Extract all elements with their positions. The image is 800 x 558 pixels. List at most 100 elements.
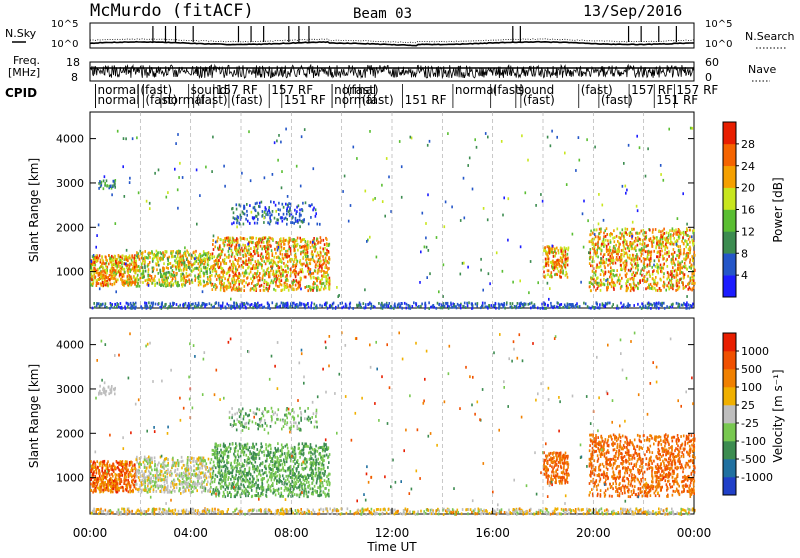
range-cell bbox=[275, 289, 277, 292]
range-cell bbox=[301, 220, 303, 223]
range-cell bbox=[110, 468, 112, 471]
range-cell bbox=[175, 272, 177, 275]
range-cell bbox=[658, 307, 660, 310]
range-cell bbox=[684, 286, 686, 289]
range-cell bbox=[161, 257, 163, 260]
range-cell bbox=[125, 307, 127, 310]
range-cell bbox=[641, 302, 643, 305]
range-cell bbox=[127, 302, 129, 305]
range-cell bbox=[93, 279, 95, 282]
range-cell bbox=[179, 304, 181, 307]
range-cell bbox=[305, 201, 307, 204]
range-cell bbox=[655, 276, 657, 279]
range-cell bbox=[401, 307, 403, 310]
range-cell bbox=[682, 281, 684, 284]
range-cell bbox=[326, 238, 328, 241]
range-cell bbox=[674, 264, 676, 267]
range-cell bbox=[472, 188, 474, 191]
range-cell bbox=[282, 256, 284, 259]
range-cell bbox=[103, 180, 105, 183]
range-cell bbox=[261, 263, 263, 266]
cpid-text: (fast) bbox=[231, 93, 263, 107]
range-cell bbox=[621, 249, 623, 252]
range-cell bbox=[306, 304, 308, 307]
range-cell bbox=[564, 246, 566, 249]
range-cell bbox=[278, 246, 280, 249]
range-cell bbox=[133, 483, 135, 486]
range-cell bbox=[141, 257, 143, 260]
range-cell bbox=[226, 303, 228, 306]
range-cell bbox=[658, 260, 660, 263]
range-cell bbox=[652, 277, 654, 280]
range-cell bbox=[639, 257, 641, 260]
range-cell bbox=[634, 274, 636, 277]
range-cell bbox=[281, 246, 283, 249]
range-cell bbox=[296, 210, 298, 213]
range-cell bbox=[135, 256, 137, 259]
range-cell bbox=[106, 306, 108, 309]
range-cell bbox=[131, 259, 133, 262]
range-cell bbox=[438, 290, 440, 293]
range-cell bbox=[120, 270, 122, 273]
range-cell bbox=[107, 467, 109, 470]
range-cell bbox=[260, 245, 262, 248]
range-cell bbox=[294, 280, 296, 283]
range-cell bbox=[658, 230, 660, 233]
range-cell bbox=[663, 179, 665, 182]
range-cell bbox=[310, 275, 312, 278]
range-cell bbox=[95, 464, 97, 467]
range-cell bbox=[314, 303, 316, 306]
range-cell bbox=[202, 290, 204, 293]
range-cell bbox=[467, 164, 469, 167]
range-cell bbox=[195, 254, 197, 257]
range-cell bbox=[244, 303, 246, 306]
range-cell bbox=[337, 295, 339, 298]
range-cell bbox=[383, 305, 385, 308]
range-cell bbox=[548, 269, 550, 272]
range-cell bbox=[255, 267, 257, 270]
range-cell bbox=[623, 244, 625, 247]
range-cell bbox=[127, 487, 129, 490]
range-cell bbox=[113, 180, 115, 183]
range-cell bbox=[98, 224, 100, 227]
range-cell bbox=[276, 303, 278, 306]
range-cell bbox=[663, 267, 665, 270]
range-cell bbox=[579, 305, 581, 308]
range-cell bbox=[560, 250, 562, 253]
range-cell bbox=[99, 475, 101, 478]
range-cell bbox=[659, 287, 661, 290]
range-cell bbox=[677, 267, 679, 270]
range-cell bbox=[267, 242, 269, 245]
range-cell bbox=[250, 179, 252, 182]
range-cell bbox=[691, 239, 693, 242]
range-cell bbox=[654, 279, 656, 282]
range-cell bbox=[125, 263, 127, 266]
range-cell bbox=[565, 274, 567, 277]
range-cell bbox=[294, 241, 296, 244]
range-cell bbox=[265, 206, 267, 209]
range-cell bbox=[325, 275, 327, 278]
range-cell bbox=[617, 228, 619, 231]
noise-traces bbox=[90, 26, 694, 46]
range-cell bbox=[144, 304, 146, 307]
range-cell bbox=[343, 306, 345, 309]
range-cell bbox=[156, 250, 158, 253]
range-cell bbox=[140, 277, 142, 280]
range-cell bbox=[125, 460, 127, 463]
range-cell bbox=[425, 237, 427, 240]
range-cell bbox=[279, 250, 281, 253]
range-cell bbox=[689, 258, 691, 261]
range-cell bbox=[657, 255, 659, 258]
range-cell bbox=[163, 262, 165, 265]
range-cell bbox=[147, 257, 149, 260]
range-cell bbox=[138, 191, 140, 194]
range-cell bbox=[307, 255, 309, 258]
range-cell bbox=[286, 274, 288, 277]
range-cell bbox=[664, 232, 666, 235]
range-cell bbox=[237, 215, 239, 218]
range-cell bbox=[238, 283, 240, 286]
range-cell bbox=[91, 276, 93, 279]
range-cell bbox=[631, 235, 633, 238]
range-cell bbox=[589, 251, 591, 254]
range-cell bbox=[114, 183, 116, 186]
